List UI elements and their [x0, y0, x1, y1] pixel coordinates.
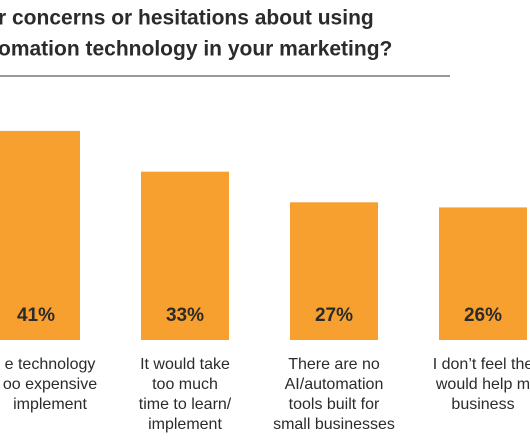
chart-title: omation technology in your marketing? [0, 38, 392, 61]
category-label: There are no [288, 356, 380, 373]
category-label: I don’t feel the [433, 356, 530, 373]
category-label: e technology [5, 356, 96, 373]
value-label: 27% [315, 305, 353, 326]
bar [290, 202, 378, 340]
value-label: 26% [464, 305, 502, 326]
category-label: too much [152, 376, 218, 393]
category-label: small businesses [273, 416, 395, 433]
category-label: tools built for [289, 396, 380, 413]
category-label: AI/automation [285, 376, 384, 393]
category-label: would help m [435, 376, 530, 393]
chart-title: r concerns or hesitations about using [0, 7, 374, 30]
bar [141, 171, 229, 340]
bar [0, 130, 80, 340]
category-label: business [451, 396, 514, 413]
category-label: time to learn/ [139, 396, 232, 413]
category-label: It would take [140, 356, 230, 373]
value-label: 33% [166, 305, 204, 326]
category-label: implement [148, 416, 222, 433]
category-label: implement [13, 396, 87, 413]
value-label: 41% [17, 305, 55, 326]
category-label: oo expensive [3, 376, 97, 393]
bar [439, 207, 527, 340]
